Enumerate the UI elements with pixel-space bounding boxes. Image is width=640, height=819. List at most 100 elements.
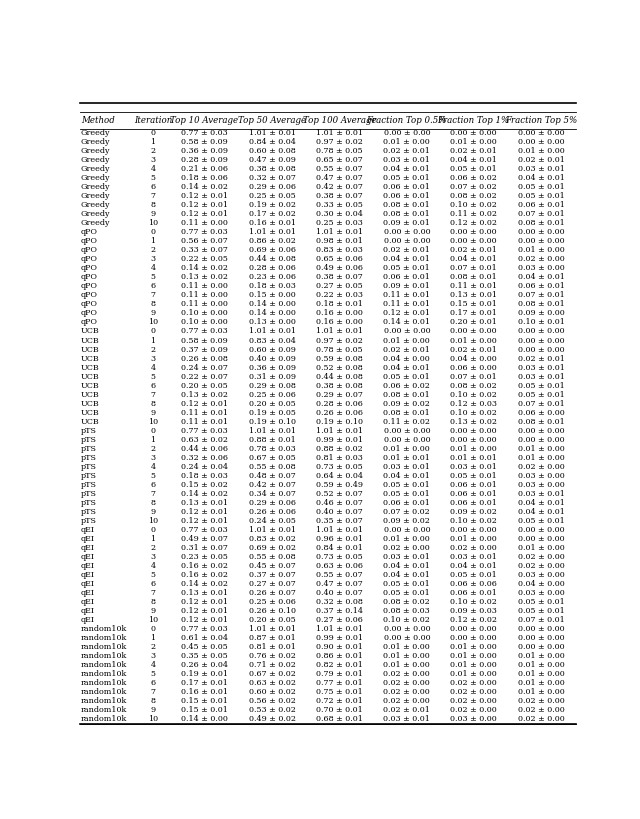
Text: 0.14 ± 0.01: 0.14 ± 0.01 xyxy=(383,319,430,327)
Text: 0.03 ± 0.00: 0.03 ± 0.00 xyxy=(518,472,564,480)
Text: 0.15 ± 0.01: 0.15 ± 0.01 xyxy=(181,697,228,705)
Text: 5: 5 xyxy=(150,670,156,678)
Text: 1: 1 xyxy=(150,238,156,246)
Text: 0.22 ± 0.03: 0.22 ± 0.03 xyxy=(316,292,363,300)
Text: 0.10 ± 0.00: 0.10 ± 0.00 xyxy=(181,310,228,318)
Text: 0.14 ± 0.00: 0.14 ± 0.00 xyxy=(181,715,228,723)
Text: 0.06 ± 0.06: 0.06 ± 0.06 xyxy=(450,580,497,588)
Text: 0.01 ± 0.00: 0.01 ± 0.00 xyxy=(383,445,430,453)
Text: 0.12 ± 0.01: 0.12 ± 0.01 xyxy=(181,210,228,218)
Text: 0.13 ± 0.02: 0.13 ± 0.02 xyxy=(450,418,497,426)
Text: 0.86 ± 0.02: 0.86 ± 0.02 xyxy=(249,238,296,246)
Text: 1.01 ± 0.01: 1.01 ± 0.01 xyxy=(316,526,363,534)
Text: 0.05 ± 0.01: 0.05 ± 0.01 xyxy=(518,517,564,525)
Text: 10: 10 xyxy=(148,319,158,327)
Text: 0.12 ± 0.03: 0.12 ± 0.03 xyxy=(450,400,497,408)
Text: pTS: pTS xyxy=(81,436,97,444)
Text: 0.01 ± 0.00: 0.01 ± 0.00 xyxy=(518,670,564,678)
Text: 5: 5 xyxy=(150,571,156,579)
Text: 0.00 ± 0.00: 0.00 ± 0.00 xyxy=(518,328,564,336)
Text: 0.00 ± 0.00: 0.00 ± 0.00 xyxy=(518,436,564,444)
Text: pTS: pTS xyxy=(81,499,97,507)
Text: Greedy: Greedy xyxy=(81,129,111,137)
Text: 0.00 ± 0.00: 0.00 ± 0.00 xyxy=(450,625,497,633)
Text: 7: 7 xyxy=(150,192,156,200)
Text: 0.03 ± 0.00: 0.03 ± 0.00 xyxy=(450,715,497,723)
Text: 0.13 ± 0.02: 0.13 ± 0.02 xyxy=(181,391,228,399)
Text: 0.28 ± 0.06: 0.28 ± 0.06 xyxy=(249,265,296,273)
Text: 0.11 ± 0.01: 0.11 ± 0.01 xyxy=(450,283,497,291)
Text: 0.37 ± 0.14: 0.37 ± 0.14 xyxy=(316,607,363,615)
Text: 0.71 ± 0.02: 0.71 ± 0.02 xyxy=(249,661,296,669)
Text: 0.77 ± 0.03: 0.77 ± 0.03 xyxy=(181,328,228,336)
Text: 0.01 ± 0.00: 0.01 ± 0.00 xyxy=(450,445,497,453)
Text: 0.20 ± 0.01: 0.20 ± 0.01 xyxy=(450,319,497,327)
Text: 0.55 ± 0.08: 0.55 ± 0.08 xyxy=(249,553,296,561)
Text: 0.01 ± 0.00: 0.01 ± 0.00 xyxy=(383,643,430,651)
Text: 0.02 ± 0.00: 0.02 ± 0.00 xyxy=(518,715,564,723)
Text: 0.00 ± 0.00: 0.00 ± 0.00 xyxy=(518,427,564,435)
Text: 0.04 ± 0.01: 0.04 ± 0.01 xyxy=(518,274,564,282)
Text: Fraction Top 0.5%: Fraction Top 0.5% xyxy=(367,115,447,124)
Text: random10k: random10k xyxy=(81,670,127,678)
Text: 0.14 ± 0.02: 0.14 ± 0.02 xyxy=(181,490,228,498)
Text: 0.00 ± 0.00: 0.00 ± 0.00 xyxy=(383,625,430,633)
Text: 0.44 ± 0.08: 0.44 ± 0.08 xyxy=(316,373,363,381)
Text: 0.01 ± 0.00: 0.01 ± 0.00 xyxy=(518,688,564,696)
Text: 0.84 ± 0.01: 0.84 ± 0.01 xyxy=(316,544,363,552)
Text: 4: 4 xyxy=(150,562,156,570)
Text: 0.61 ± 0.04: 0.61 ± 0.04 xyxy=(181,634,228,642)
Text: Fraction Top 1%: Fraction Top 1% xyxy=(437,115,509,124)
Text: 8: 8 xyxy=(150,201,156,209)
Text: 0: 0 xyxy=(150,229,156,236)
Text: 0.24 ± 0.05: 0.24 ± 0.05 xyxy=(249,517,296,525)
Text: 0.32 ± 0.08: 0.32 ± 0.08 xyxy=(316,598,363,606)
Text: 0.05 ± 0.01: 0.05 ± 0.01 xyxy=(518,382,564,390)
Text: 0.31 ± 0.09: 0.31 ± 0.09 xyxy=(249,373,296,381)
Text: 0.07 ± 0.02: 0.07 ± 0.02 xyxy=(450,183,497,191)
Text: 0.08 ± 0.01: 0.08 ± 0.01 xyxy=(518,418,564,426)
Text: 8: 8 xyxy=(150,301,156,309)
Text: 0.06 ± 0.01: 0.06 ± 0.01 xyxy=(450,490,497,498)
Text: 0.06 ± 0.02: 0.06 ± 0.02 xyxy=(450,174,497,182)
Text: 0.06 ± 0.01: 0.06 ± 0.01 xyxy=(450,499,497,507)
Text: random10k: random10k xyxy=(81,679,127,687)
Text: 0.72 ± 0.01: 0.72 ± 0.01 xyxy=(316,697,363,705)
Text: 0.01 ± 0.00: 0.01 ± 0.00 xyxy=(383,337,430,345)
Text: 1: 1 xyxy=(150,634,156,642)
Text: 0.14 ± 0.00: 0.14 ± 0.00 xyxy=(249,301,296,309)
Text: 0.00 ± 0.00: 0.00 ± 0.00 xyxy=(383,634,430,642)
Text: 0.15 ± 0.01: 0.15 ± 0.01 xyxy=(450,301,497,309)
Text: 0.31 ± 0.07: 0.31 ± 0.07 xyxy=(181,544,228,552)
Text: UCB: UCB xyxy=(81,346,100,354)
Text: 0.00 ± 0.00: 0.00 ± 0.00 xyxy=(450,436,497,444)
Text: 0.08 ± 0.01: 0.08 ± 0.01 xyxy=(518,301,564,309)
Text: 0.26 ± 0.06: 0.26 ± 0.06 xyxy=(316,409,363,417)
Text: 0.00 ± 0.00: 0.00 ± 0.00 xyxy=(383,436,430,444)
Text: 0.46 ± 0.07: 0.46 ± 0.07 xyxy=(316,499,363,507)
Text: 0.18 ± 0.06: 0.18 ± 0.06 xyxy=(181,174,228,182)
Text: 0.69 ± 0.02: 0.69 ± 0.02 xyxy=(249,544,296,552)
Text: 0.26 ± 0.08: 0.26 ± 0.08 xyxy=(181,355,228,363)
Text: 0.70 ± 0.01: 0.70 ± 0.01 xyxy=(316,706,363,714)
Text: 1: 1 xyxy=(150,337,156,345)
Text: 1.01 ± 0.01: 1.01 ± 0.01 xyxy=(316,328,363,336)
Text: 8: 8 xyxy=(150,697,156,705)
Text: qEI: qEI xyxy=(81,580,95,588)
Text: 0.07 ± 0.01: 0.07 ± 0.01 xyxy=(450,373,497,381)
Text: 0.08 ± 0.02: 0.08 ± 0.02 xyxy=(383,598,430,606)
Text: 0.83 ± 0.02: 0.83 ± 0.02 xyxy=(249,535,296,543)
Text: qEI: qEI xyxy=(81,535,95,543)
Text: UCB: UCB xyxy=(81,409,100,417)
Text: 0.06 ± 0.01: 0.06 ± 0.01 xyxy=(518,201,564,209)
Text: 0.03 ± 0.01: 0.03 ± 0.01 xyxy=(518,490,564,498)
Text: 0.60 ± 0.08: 0.60 ± 0.08 xyxy=(249,147,296,155)
Text: 0.07 ± 0.02: 0.07 ± 0.02 xyxy=(383,508,430,516)
Text: 0.60 ± 0.09: 0.60 ± 0.09 xyxy=(249,346,296,354)
Text: 0.00 ± 0.00: 0.00 ± 0.00 xyxy=(450,427,497,435)
Text: 0.29 ± 0.07: 0.29 ± 0.07 xyxy=(316,391,363,399)
Text: pTS: pTS xyxy=(81,472,97,480)
Text: 0.02 ± 0.00: 0.02 ± 0.00 xyxy=(383,670,430,678)
Text: 7: 7 xyxy=(150,490,156,498)
Text: 0.21 ± 0.06: 0.21 ± 0.06 xyxy=(181,165,228,173)
